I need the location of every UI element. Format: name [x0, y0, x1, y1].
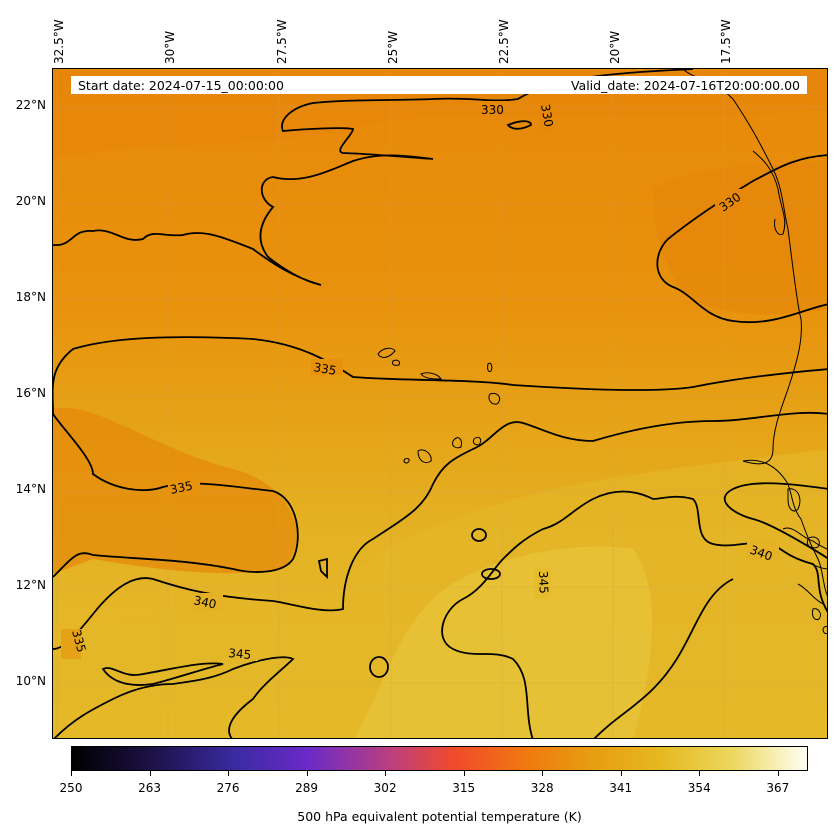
colorbar-tick-mark: [149, 771, 151, 776]
colorbar-tick-mark: [385, 771, 387, 776]
contour-small-4: [317, 557, 328, 580]
lat-label-10n: 10°N: [15, 674, 46, 688]
contour-345-southwest: [53, 656, 295, 738]
colorbar-tick-mark: [306, 771, 308, 776]
lon-label-20w: 20°W: [608, 30, 622, 64]
contour-label-335-b: 335: [169, 478, 194, 496]
lon-label-30w: 30°W: [163, 30, 177, 64]
graticule: [53, 69, 827, 738]
cape-verde-brava: [472, 436, 482, 446]
contour-335-middle: [53, 336, 827, 414]
colorbar-title: 500 hPa equivalent potential temperature…: [297, 809, 582, 824]
date-info-bar: Start date: 2024-07-15_00:00:00 Valid_da…: [71, 76, 807, 94]
map-canvas: 330 330 330 335 335 335 340 340 345 345: [53, 69, 827, 738]
contour-label-345-a: 345: [536, 571, 551, 594]
lon-label-17-5w: 17.5°W: [719, 19, 733, 64]
lat-label-14n: 14°N: [15, 482, 46, 496]
colorbar-tick-label: 367: [766, 781, 790, 795]
contour-small-1: [369, 656, 389, 678]
warm-zone-northeast: [653, 159, 827, 315]
cape-verde-fogo: [403, 458, 410, 464]
contour-small-2: [471, 528, 487, 542]
colorbar-tick-label: 289: [295, 781, 319, 795]
light-gold-zone: [354, 546, 652, 738]
valid-date-label: Valid_date: 2024-07-16T20:00:00.00: [570, 78, 800, 93]
cape-verde-sao-vicente: [392, 359, 400, 366]
cape-verde-sao-nicolau: [420, 372, 442, 380]
lon-label-32-5w: 32.5°W: [52, 19, 66, 64]
lon-label-27-5w: 27.5°W: [275, 19, 289, 64]
lat-label-16n: 16°N: [15, 386, 46, 400]
colorbar-tick-label: 263: [138, 781, 161, 795]
cape-verde-santo-antao: [377, 347, 396, 358]
cape-verde-maio: [452, 437, 462, 449]
colorbar-tick-label: 354: [687, 781, 711, 795]
contour-label-335-c: 335: [69, 628, 88, 654]
colorbar-tick-mark: [777, 771, 779, 776]
contour-345-east-island: [593, 578, 734, 738]
colorbar-tick-label: 328: [530, 781, 554, 795]
colorbar-tick-label: 276: [216, 781, 240, 795]
lon-label-25w: 25°W: [386, 30, 400, 64]
contour-340: [53, 411, 827, 650]
colorbar-tick-mark: [228, 771, 230, 776]
coast-guinea: [782, 527, 827, 605]
contour-label-345-b: 345: [228, 646, 252, 662]
lat-label-22n: 22°N: [15, 98, 46, 112]
contour-label-335-a: 335: [312, 360, 337, 378]
coast-northeast-inlet: [752, 150, 786, 236]
colorbar-tick-mark: [620, 771, 622, 776]
lat-label-12n: 12°N: [15, 578, 46, 592]
cape-verde-sal: [487, 362, 493, 372]
colorbar-tick-label: 250: [59, 781, 83, 795]
colorbar-tick-label: 302: [373, 781, 397, 795]
coastlines: [377, 69, 827, 634]
bijagos-islands: [787, 488, 827, 634]
contour-330-east: [656, 154, 827, 324]
cape-verde-boa-vista: [488, 392, 501, 405]
colorbar-tick-mark: [542, 771, 544, 776]
lat-label-18n: 18°N: [15, 290, 46, 304]
contour-small-5: [506, 120, 532, 130]
contour-340-east-tongue: [723, 482, 827, 559]
contour-345-mid: [101, 662, 224, 686]
map-panel: 330 330 330 335 335 335 340 340 345 345: [52, 68, 828, 739]
lat-label-20n: 20°N: [15, 194, 46, 208]
colorbar-tick-mark: [699, 771, 701, 776]
contour-labels: 330 330 330 335 335 335 340 340 345 345: [61, 101, 779, 662]
colorbar-tick-label: 341: [609, 781, 633, 795]
start-date-label: Start date: 2024-07-15_00:00:00: [78, 78, 284, 93]
colorbar-tick-mark: [463, 771, 465, 776]
contour-335-west: [53, 413, 299, 578]
colorbar-tick-label: 315: [452, 781, 476, 795]
africa-coast: [682, 69, 827, 596]
contour-330-north: [53, 69, 694, 286]
contour-label-330-b: 330: [538, 103, 556, 128]
contour-small-3: [481, 568, 501, 580]
colorbar: [71, 746, 808, 771]
colorbar-tick-mark: [71, 771, 72, 776]
contour-label-330-a: 330: [481, 103, 504, 117]
cape-verde-santiago: [417, 449, 432, 464]
lon-label-22-5w: 22.5°W: [497, 19, 511, 64]
contour-label-340-a: 340: [192, 593, 217, 611]
